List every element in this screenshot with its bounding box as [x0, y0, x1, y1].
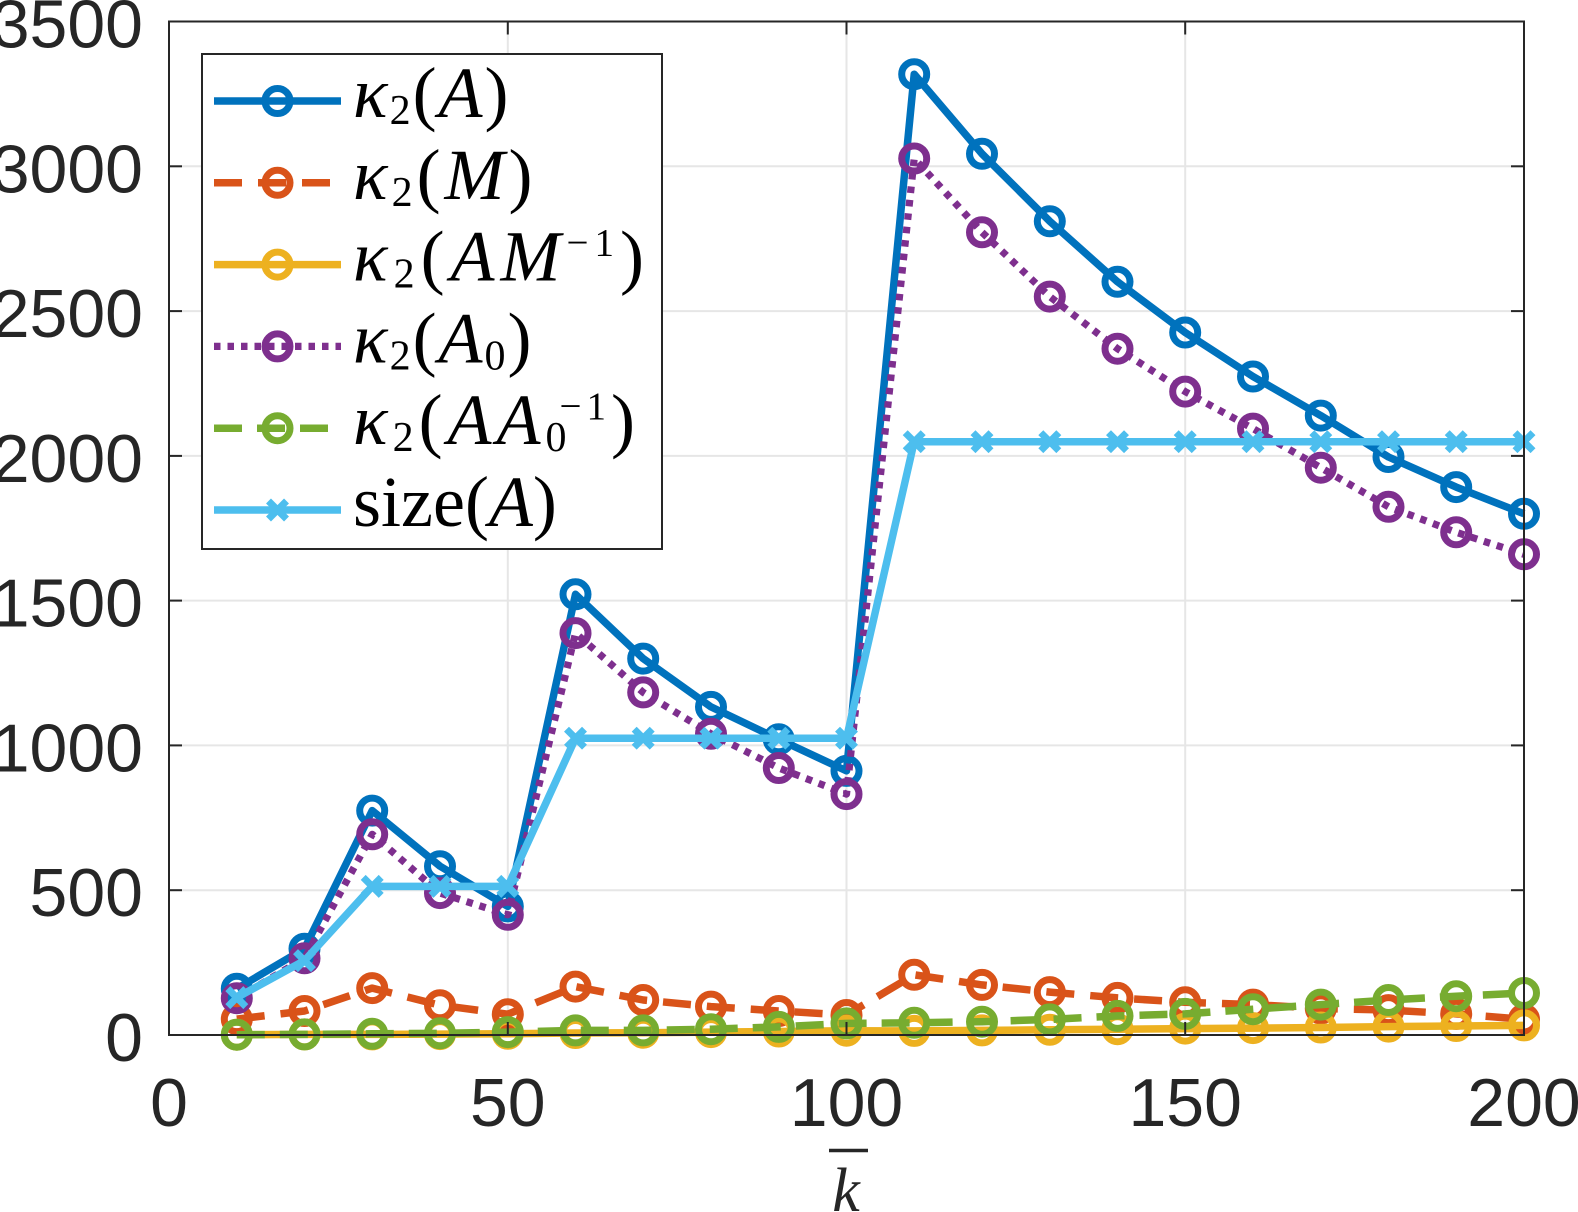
svg-text:2000: 2000: [0, 421, 143, 497]
svg-text:size(A): size(A): [353, 462, 557, 542]
svg-text:κ2(A0): κ2(A0): [353, 298, 534, 379]
svg-text:κ2(AM−1): κ2(AM−1): [353, 217, 650, 298]
svg-text:100: 100: [790, 1065, 903, 1141]
svg-text:50: 50: [470, 1065, 546, 1141]
svg-text:0: 0: [105, 1000, 143, 1076]
svg-text:150: 150: [1128, 1065, 1241, 1141]
svg-text:κ2(AA0−1): κ2(AA0−1): [353, 380, 640, 461]
svg-text:1500: 1500: [0, 566, 143, 642]
svg-text:3000: 3000: [0, 131, 143, 207]
svg-text:2500: 2500: [0, 276, 143, 352]
svg-text:200: 200: [1467, 1065, 1578, 1141]
svg-text:κ2(A): κ2(A): [353, 53, 511, 134]
svg-text:κ2(M): κ2(M): [353, 135, 537, 216]
svg-text:3500: 3500: [0, 0, 143, 63]
svg-text:k: k: [832, 1157, 861, 1212]
svg-text:0: 0: [150, 1065, 188, 1141]
svg-text:500: 500: [30, 855, 143, 931]
svg-text:1000: 1000: [0, 710, 143, 786]
